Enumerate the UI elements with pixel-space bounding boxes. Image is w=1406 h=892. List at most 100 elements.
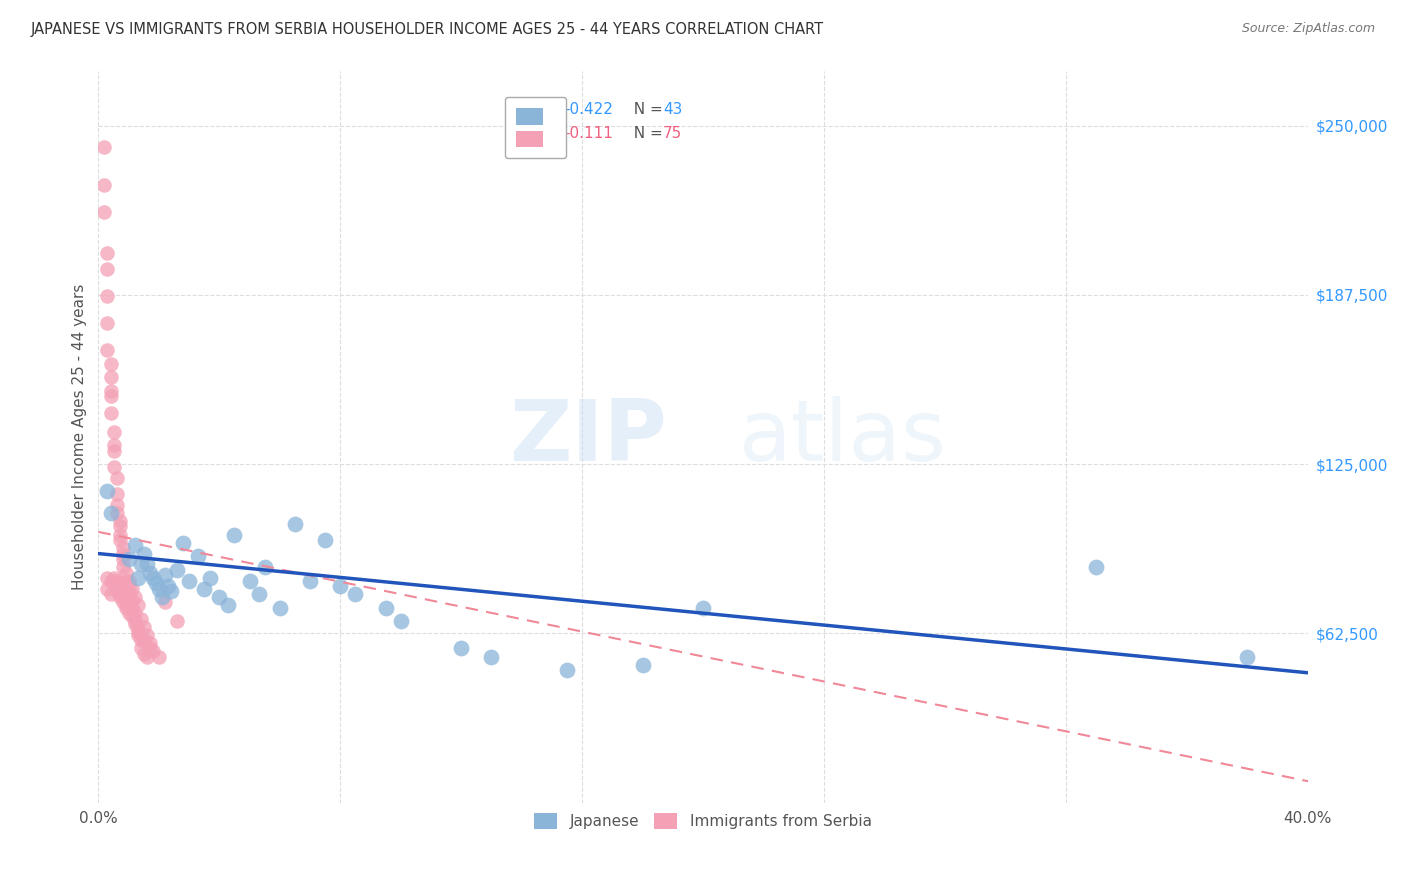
Point xyxy=(135,649,157,664)
Point xyxy=(111,560,134,574)
Point xyxy=(329,579,352,593)
Point xyxy=(93,205,115,219)
Point xyxy=(96,262,118,277)
Point xyxy=(148,649,170,664)
Point xyxy=(103,459,125,474)
Point xyxy=(105,584,128,599)
Point xyxy=(124,606,146,620)
Point xyxy=(692,600,714,615)
Point xyxy=(481,649,503,664)
Point xyxy=(127,623,149,637)
Point xyxy=(118,606,141,620)
Point xyxy=(121,600,143,615)
Point xyxy=(96,289,118,303)
Point xyxy=(224,527,246,541)
Point xyxy=(108,519,131,533)
Point xyxy=(344,587,367,601)
Point xyxy=(153,595,176,609)
Point xyxy=(96,571,118,585)
Point xyxy=(108,514,131,528)
Point xyxy=(96,245,118,260)
Point xyxy=(142,644,165,658)
Point xyxy=(100,357,122,371)
Point xyxy=(132,620,155,634)
Text: N =: N = xyxy=(624,126,668,141)
Point xyxy=(103,443,125,458)
Text: atlas: atlas xyxy=(740,395,948,479)
Point xyxy=(1085,560,1108,574)
Point xyxy=(124,538,146,552)
Point xyxy=(269,600,291,615)
Point xyxy=(96,316,118,330)
Point xyxy=(127,628,149,642)
Point xyxy=(450,641,472,656)
Point xyxy=(121,592,143,607)
Point xyxy=(108,527,131,541)
Point xyxy=(124,590,146,604)
Text: N =: N = xyxy=(624,102,668,117)
Point xyxy=(135,558,157,572)
Point xyxy=(111,547,134,561)
Text: Source: ZipAtlas.com: Source: ZipAtlas.com xyxy=(1241,22,1375,36)
Point xyxy=(172,535,194,549)
Y-axis label: Householder Income Ages 25 - 44 years: Householder Income Ages 25 - 44 years xyxy=(72,284,87,591)
Point xyxy=(142,571,165,585)
Point xyxy=(129,633,152,648)
Point xyxy=(124,615,146,629)
Point xyxy=(121,608,143,623)
Point xyxy=(105,487,128,501)
Point xyxy=(114,600,136,615)
Point xyxy=(105,498,128,512)
Text: 75: 75 xyxy=(664,126,682,141)
Point xyxy=(239,574,262,588)
Legend: Japanese, Immigrants from Serbia: Japanese, Immigrants from Serbia xyxy=(529,807,877,836)
Point xyxy=(247,587,270,601)
Point xyxy=(284,516,307,531)
Point xyxy=(135,628,157,642)
Point xyxy=(93,140,115,154)
Point xyxy=(105,471,128,485)
Point xyxy=(114,574,136,588)
Point xyxy=(179,574,201,588)
Text: -0.111: -0.111 xyxy=(564,126,613,141)
Point xyxy=(96,484,118,499)
Point xyxy=(118,582,141,596)
Point xyxy=(100,384,122,398)
Point xyxy=(103,574,125,588)
Text: 43: 43 xyxy=(664,102,682,117)
Point xyxy=(100,574,122,588)
Point xyxy=(132,647,155,661)
Point xyxy=(139,566,162,580)
Text: R =: R = xyxy=(527,102,561,117)
Point xyxy=(217,598,239,612)
Point xyxy=(100,506,122,520)
Point xyxy=(129,558,152,572)
Point xyxy=(127,571,149,585)
Point xyxy=(208,590,231,604)
Point xyxy=(160,584,183,599)
Point xyxy=(118,552,141,566)
Point xyxy=(314,533,336,547)
Point xyxy=(129,611,152,625)
Point xyxy=(1236,649,1258,664)
Point xyxy=(374,600,396,615)
Point xyxy=(103,425,125,439)
Point xyxy=(108,587,131,601)
Point xyxy=(139,641,162,656)
Point xyxy=(187,549,209,564)
Point xyxy=(127,598,149,612)
Point xyxy=(631,657,654,672)
Point xyxy=(108,590,131,604)
Point xyxy=(114,598,136,612)
Text: ZIP: ZIP xyxy=(509,395,666,479)
Point xyxy=(156,579,179,593)
Point xyxy=(124,617,146,632)
Point xyxy=(166,563,188,577)
Point xyxy=(100,587,122,601)
Point xyxy=(166,615,188,629)
Point xyxy=(111,552,134,566)
Point xyxy=(114,566,136,580)
Point xyxy=(148,582,170,596)
Point xyxy=(100,389,122,403)
Point xyxy=(129,641,152,656)
